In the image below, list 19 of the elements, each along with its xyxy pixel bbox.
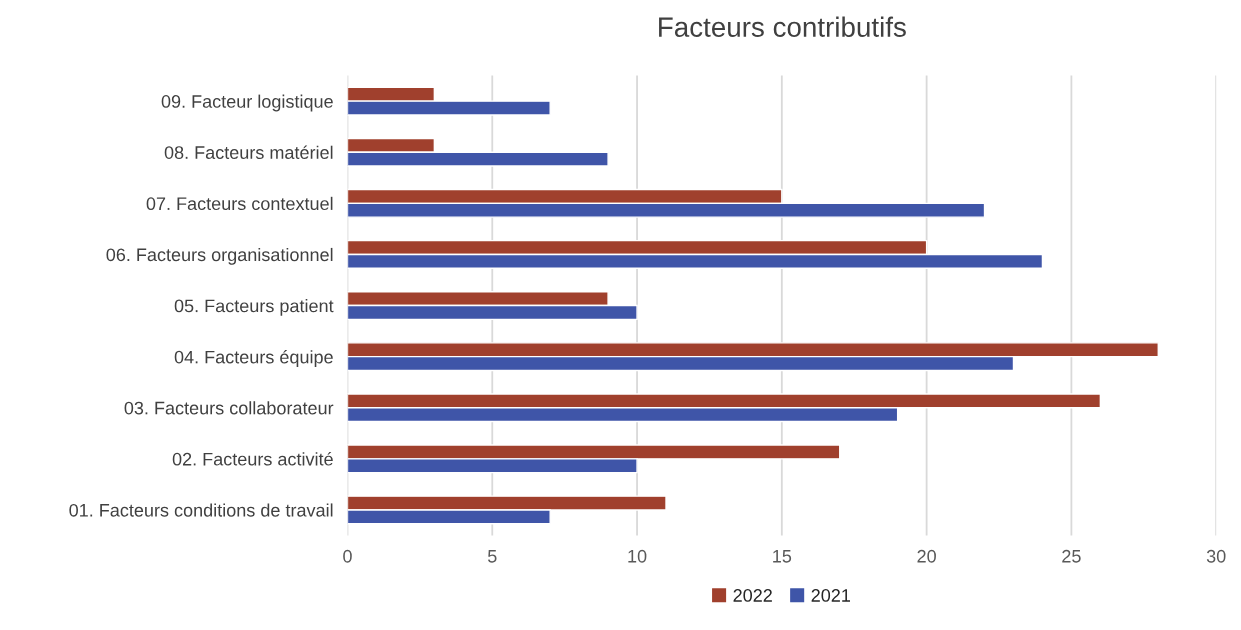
y-tick-label: 09. Facteur logistique — [161, 94, 333, 112]
x-tick-label: 15 — [773, 550, 792, 563]
y-tick-label: 03. Facteurs collaborateur — [124, 401, 334, 415]
legend-label: 2022 — [733, 589, 772, 602]
legend-label: 2021 — [811, 589, 850, 602]
y-tick-label: 06. Facteurs organisationnel — [106, 247, 333, 265]
y-tick-label: 08. Facteurs matériel — [164, 145, 333, 159]
y-tick-label: 02. Facteurs activité — [172, 452, 333, 466]
x-tick-label: 25 — [1062, 549, 1081, 563]
y-tick-label: 05. Facteurs patient — [174, 299, 334, 316]
x-tick-label: 20 — [917, 549, 936, 563]
y-tick-label: 07. Facteurs contextuel — [146, 196, 333, 211]
x-tick-label: 10 — [628, 549, 647, 563]
x-tick-label: 30 — [1206, 549, 1226, 563]
y-tick-label: 01. Facteurs conditions de travail — [69, 503, 333, 517]
x-tick-label: 5 — [487, 550, 497, 563]
chart-title: Facteurs contributifs — [659, 16, 906, 37]
y-tick-label: 04. Facteurs équipe — [174, 350, 333, 368]
x-tick-label: 0 — [343, 549, 352, 563]
